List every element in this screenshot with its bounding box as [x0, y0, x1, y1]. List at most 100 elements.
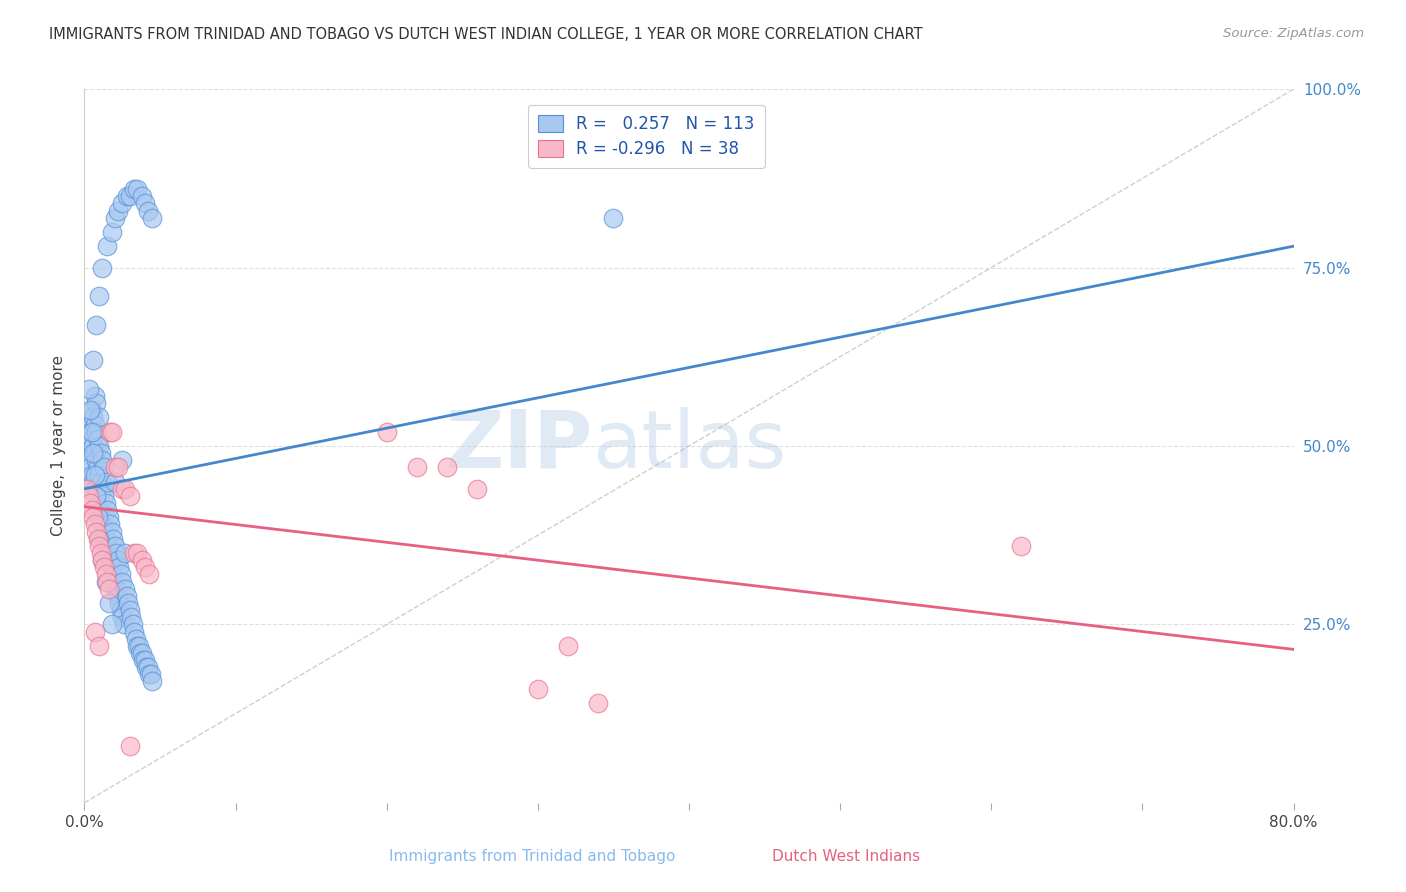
Point [91, 553, 114, 567]
Point [127, 546, 149, 560]
Point [105, 546, 128, 560]
Point [87, 460, 110, 475]
Point [436, 460, 458, 475]
Point [98, 553, 121, 567]
Point [127, 639, 149, 653]
Point [101, 532, 124, 546]
Point [104, 211, 127, 225]
Point [96, 503, 118, 517]
Point [94, 532, 117, 546]
Point [89, 289, 111, 303]
Point [79, 460, 101, 475]
Point [138, 667, 160, 681]
Text: Source: ZipAtlas.com: Source: ZipAtlas.com [1223, 27, 1364, 40]
Point [82, 475, 104, 489]
Point [114, 582, 136, 596]
Point [98, 425, 121, 439]
Point [80, 403, 103, 417]
Point [91, 260, 114, 275]
Point [77, 417, 100, 432]
Point [90, 510, 112, 524]
Text: Dutch West Indians: Dutch West Indians [772, 849, 920, 864]
Point [97, 596, 120, 610]
Point [122, 624, 145, 639]
Point [82, 446, 104, 460]
Point [86, 453, 108, 467]
Point [89, 539, 111, 553]
Point [84, 482, 107, 496]
Point [91, 482, 114, 496]
Point [134, 653, 156, 667]
Point [114, 546, 136, 560]
Point [104, 574, 127, 589]
Point [77, 453, 100, 467]
Point [80, 467, 103, 482]
Point [108, 560, 131, 574]
Point [134, 560, 156, 574]
Point [105, 582, 128, 596]
Point [118, 189, 141, 203]
Point [84, 446, 107, 460]
Point [90, 446, 112, 460]
Point [118, 489, 141, 503]
Text: ZIP: ZIP [444, 407, 592, 485]
Point [80, 503, 103, 517]
Point [111, 196, 134, 211]
Point [87, 432, 110, 446]
Point [86, 425, 108, 439]
Point [79, 403, 101, 417]
Point [91, 453, 114, 467]
Point [118, 739, 141, 753]
Point [94, 567, 117, 582]
Point [114, 482, 136, 496]
Point [96, 574, 118, 589]
Text: IMMIGRANTS FROM TRINIDAD AND TOBAGO VS DUTCH WEST INDIAN COLLEGE, 1 YEAR OR MORE: IMMIGRANTS FROM TRINIDAD AND TOBAGO VS D… [49, 27, 922, 42]
Point [602, 211, 624, 225]
Text: Immigrants from Trinidad and Tobago: Immigrants from Trinidad and Tobago [388, 849, 675, 864]
Point [112, 617, 135, 632]
Point [131, 646, 153, 660]
Point [136, 660, 159, 674]
Point [107, 460, 129, 475]
Point [89, 639, 111, 653]
Point [111, 453, 134, 467]
Point [91, 517, 114, 532]
Point [107, 203, 129, 218]
Point [87, 496, 110, 510]
Point [107, 553, 129, 567]
Point [136, 203, 159, 218]
Point [375, 425, 398, 439]
Point [100, 225, 122, 239]
Point [93, 460, 115, 475]
Point [89, 467, 111, 482]
Point [82, 510, 104, 524]
Point [111, 482, 134, 496]
Point [110, 567, 132, 582]
Point [97, 582, 120, 596]
Point [557, 639, 579, 653]
Point [467, 482, 489, 496]
Point [97, 510, 120, 524]
Point [138, 567, 160, 582]
Point [91, 553, 114, 567]
Point [89, 532, 111, 546]
Point [86, 524, 108, 539]
Point [100, 560, 122, 574]
Point [588, 696, 610, 710]
Point [101, 567, 124, 582]
Point [96, 239, 118, 253]
Point [97, 546, 120, 560]
Point [125, 632, 148, 646]
Point [134, 196, 156, 211]
Point [129, 646, 152, 660]
Point [79, 425, 101, 439]
Point [132, 653, 155, 667]
Point [115, 589, 138, 603]
Point [104, 460, 127, 475]
Point [96, 539, 118, 553]
Point [89, 503, 111, 517]
Point [141, 211, 163, 225]
Point [100, 617, 122, 632]
Point [87, 532, 110, 546]
Point [82, 353, 104, 368]
